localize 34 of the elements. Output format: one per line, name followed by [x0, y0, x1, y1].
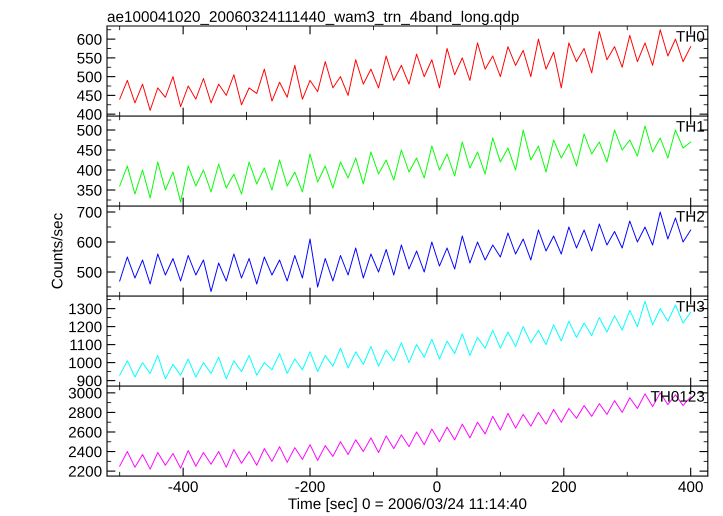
y-axis-title: Counts/sec	[51, 213, 63, 288]
y-tick-label: 350	[77, 184, 102, 196]
y-tick-label: 2600	[68, 426, 102, 438]
y-tick-label: 2400	[68, 446, 102, 458]
y-tick-label: 550	[77, 52, 102, 64]
x-tick-label: -400	[168, 481, 198, 492]
y-tick-label: 450	[77, 144, 102, 156]
y-tick-label: 1200	[69, 321, 102, 332]
y-tick-label: 900	[77, 375, 102, 386]
x-tick-label: 400	[678, 481, 703, 492]
y-tick-label: 400	[77, 109, 102, 120]
y-tick-label: 500	[77, 124, 102, 136]
y-tick-label: 600	[77, 34, 102, 45]
x-tick-label: 0	[433, 481, 441, 492]
y-tick-label: 1100	[70, 339, 102, 350]
y-tick-label: 2200	[68, 466, 102, 477]
y-tick-label: 450	[77, 90, 102, 102]
y-tick-label: 3000	[68, 388, 102, 399]
series-label: TH1	[676, 121, 704, 132]
y-tick-label: 1000	[69, 357, 102, 368]
y-tick-label: 400	[77, 164, 102, 176]
y-tick-label: 1300	[69, 303, 102, 314]
series-label: TH0	[676, 30, 704, 42]
y-tick-label: 700	[77, 206, 102, 218]
y-tick-label: 600	[77, 236, 102, 248]
x-axis-title: Time [sec] 0 = 2006/03/24 11:14:40	[288, 498, 526, 512]
y-tick-label: 500	[77, 266, 102, 278]
y-tick-label: 2800	[68, 407, 102, 418]
x-tick-label: 200	[552, 481, 576, 492]
series-label: TH3	[676, 300, 704, 312]
y-tick-label: 500	[77, 72, 102, 82]
x-tick-label: -200	[295, 481, 325, 492]
chart-title: ae100041020_20060324111440_wam3_trn_4band_long.qdp	[108, 10, 519, 26]
series-label: TH2	[676, 210, 704, 222]
